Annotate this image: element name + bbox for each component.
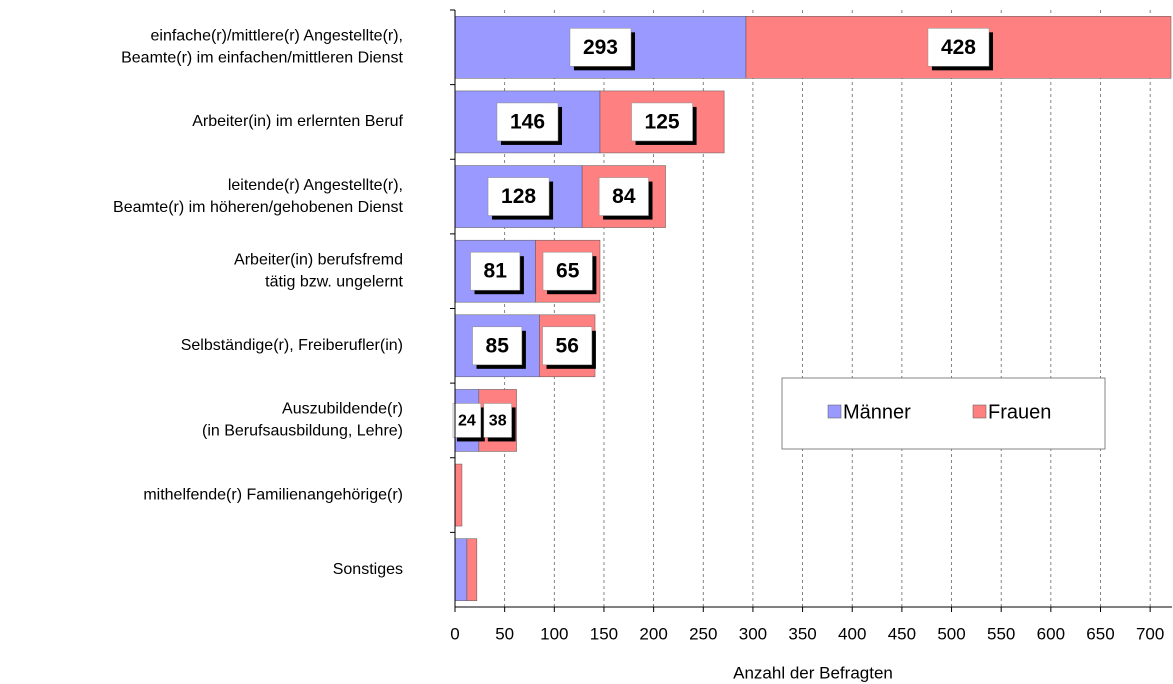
data-label-text: 84 bbox=[612, 185, 636, 208]
data-label: 146 bbox=[496, 102, 563, 145]
label-box bbox=[631, 102, 693, 142]
legend-swatch bbox=[827, 404, 842, 419]
bar bbox=[455, 538, 468, 601]
data-label: 24 bbox=[452, 403, 485, 442]
legend-label: Männer bbox=[843, 401, 911, 423]
data-label-text: 128 bbox=[501, 185, 536, 208]
x-tick-label: 0 bbox=[450, 624, 459, 643]
data-label-text: 293 bbox=[583, 36, 618, 59]
legend-label: Frauen bbox=[988, 401, 1051, 423]
x-tick-label: 600 bbox=[1037, 624, 1065, 643]
x-tick-label: 450 bbox=[888, 624, 916, 643]
x-tick-label: 650 bbox=[1086, 624, 1114, 643]
label-box bbox=[569, 28, 632, 67]
y-tick-label: leitende(r) Angestellte(r), bbox=[228, 177, 403, 194]
y-tick-label: Beamte(r) im einfachen/mittleren Dienst bbox=[121, 50, 403, 67]
data-label-text: 24 bbox=[458, 413, 476, 430]
y-tick-label: Arbeiter(in) im erlernten Beruf bbox=[192, 113, 403, 130]
data-label-text: 81 bbox=[484, 260, 508, 283]
x-tick-label: 150 bbox=[590, 624, 618, 643]
x-tick-label: 500 bbox=[937, 624, 965, 643]
y-tick-label: Sonstiges bbox=[333, 561, 403, 578]
x-tick-label: 100 bbox=[540, 624, 568, 643]
y-tick-label: Selbständige(r), Freiberufler(in) bbox=[181, 337, 403, 354]
data-label: 81 bbox=[470, 251, 524, 295]
y-tick-label: tätig bzw. ungelernt bbox=[265, 273, 403, 290]
x-tick-label: 50 bbox=[495, 624, 514, 643]
y-tick-label: mithelfende(r) Familienangehörige(r) bbox=[143, 486, 403, 503]
label-box bbox=[487, 177, 550, 216]
label-box bbox=[927, 28, 990, 67]
y-tick-label: Arbeiter(in) berufsfremd bbox=[234, 251, 403, 268]
x-tick-label: 350 bbox=[788, 624, 816, 643]
data-label: 293 bbox=[569, 28, 636, 71]
x-axis-label: Anzahl der Befragten bbox=[733, 663, 893, 682]
label-box bbox=[472, 326, 523, 366]
label-box bbox=[598, 177, 649, 216]
label-box bbox=[452, 403, 482, 438]
data-label: 85 bbox=[472, 326, 526, 369]
y-tick-label: Beamte(r) im höheren/gehobenen Dienst bbox=[113, 199, 404, 216]
x-tick-label: 250 bbox=[689, 624, 717, 643]
y-tick-label: Auszubildende(r) bbox=[282, 401, 403, 418]
data-label-text: 56 bbox=[556, 334, 579, 357]
data-label: 128 bbox=[487, 177, 554, 220]
x-tick-label: 200 bbox=[639, 624, 667, 643]
data-label: 125 bbox=[631, 102, 697, 145]
label-box bbox=[542, 326, 593, 366]
data-label-text: 65 bbox=[556, 260, 580, 283]
x-tick-label: 700 bbox=[1136, 624, 1164, 643]
x-tick-label: 400 bbox=[838, 624, 866, 643]
data-label-text: 146 bbox=[510, 110, 545, 133]
data-label: 428 bbox=[927, 28, 994, 71]
x-tick-label: 550 bbox=[987, 624, 1015, 643]
x-tick-label: 300 bbox=[739, 624, 767, 643]
data-label-text: 428 bbox=[941, 36, 976, 59]
data-label-text: 85 bbox=[486, 334, 510, 357]
data-label: 56 bbox=[542, 326, 596, 369]
data-label-text: 38 bbox=[489, 413, 507, 430]
bar bbox=[466, 538, 478, 601]
bar bbox=[455, 463, 463, 527]
label-box bbox=[483, 403, 512, 438]
data-label: 84 bbox=[598, 177, 653, 220]
data-label-text: 125 bbox=[645, 110, 680, 133]
label-box bbox=[542, 251, 593, 291]
label-box bbox=[496, 102, 559, 142]
y-tick-label: einfache(r)/mittlere(r) Angestellte(r), bbox=[150, 28, 403, 45]
data-label: 65 bbox=[542, 251, 597, 295]
y-tick-label: (in Berufsausbildung, Lehre) bbox=[202, 423, 403, 440]
legend-swatch bbox=[972, 404, 987, 419]
label-box bbox=[470, 251, 521, 291]
data-label: 38 bbox=[483, 403, 516, 442]
